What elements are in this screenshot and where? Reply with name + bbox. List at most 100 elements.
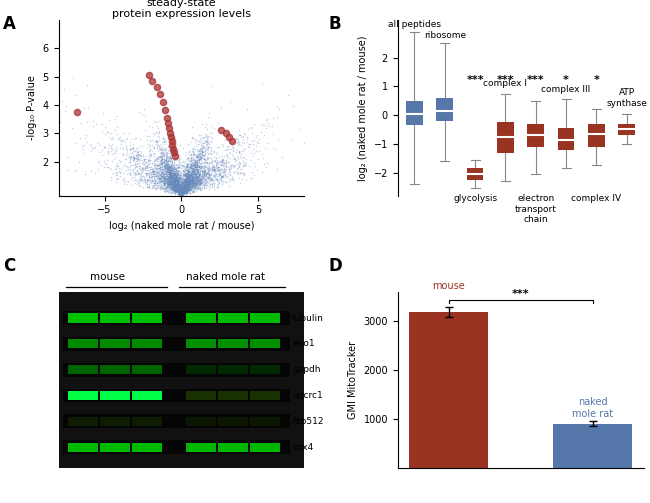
Point bbox=[170, 171, 180, 179]
Point bbox=[192, 166, 202, 174]
Point bbox=[167, 171, 177, 179]
Point bbox=[155, 145, 165, 153]
Point bbox=[186, 167, 196, 175]
Point bbox=[233, 171, 243, 179]
Point bbox=[149, 160, 159, 168]
Point bbox=[168, 170, 178, 178]
Point bbox=[228, 143, 239, 151]
Point bbox=[162, 183, 172, 191]
Point bbox=[185, 172, 195, 180]
Point bbox=[215, 176, 226, 184]
Point bbox=[206, 146, 216, 154]
Point bbox=[199, 169, 209, 177]
Point bbox=[174, 189, 185, 197]
Point bbox=[185, 169, 196, 177]
Point bbox=[166, 166, 176, 174]
Point bbox=[164, 167, 175, 176]
Point bbox=[185, 179, 195, 187]
Point bbox=[197, 167, 207, 176]
Bar bbox=[132, 313, 162, 322]
Point bbox=[181, 148, 191, 156]
Point bbox=[165, 171, 176, 179]
Point bbox=[188, 188, 198, 196]
Point bbox=[180, 187, 190, 195]
Point bbox=[175, 182, 185, 190]
Point bbox=[170, 143, 181, 151]
Point bbox=[194, 179, 205, 187]
Point bbox=[178, 190, 188, 198]
Point bbox=[207, 179, 217, 187]
Point bbox=[160, 171, 170, 179]
Point bbox=[160, 161, 170, 170]
Point bbox=[165, 177, 176, 185]
Point bbox=[182, 177, 192, 185]
Point bbox=[117, 143, 127, 151]
Point bbox=[155, 186, 166, 194]
Point bbox=[211, 170, 222, 178]
Point bbox=[174, 187, 184, 195]
Point bbox=[227, 139, 238, 147]
Point bbox=[161, 172, 172, 180]
Point bbox=[182, 163, 192, 171]
Point bbox=[199, 185, 209, 193]
Point bbox=[172, 169, 182, 177]
Point bbox=[135, 182, 145, 190]
Point bbox=[145, 145, 155, 153]
Point bbox=[190, 163, 200, 171]
Point bbox=[185, 176, 196, 184]
Point bbox=[151, 128, 161, 136]
Point bbox=[179, 186, 189, 194]
Point bbox=[130, 179, 140, 187]
Point bbox=[148, 177, 159, 185]
Point bbox=[170, 183, 180, 191]
Point bbox=[190, 174, 201, 182]
Point bbox=[191, 162, 202, 171]
Point bbox=[171, 178, 181, 186]
Point bbox=[176, 190, 187, 198]
Point bbox=[183, 177, 193, 185]
Point bbox=[235, 141, 246, 149]
Point bbox=[188, 176, 198, 184]
Point bbox=[172, 175, 183, 183]
Point bbox=[103, 133, 114, 141]
Point bbox=[211, 172, 222, 180]
Point bbox=[166, 183, 177, 191]
Text: mouse: mouse bbox=[90, 272, 125, 282]
Point bbox=[170, 172, 181, 180]
Point bbox=[147, 176, 157, 184]
Point bbox=[226, 139, 236, 147]
Point bbox=[206, 175, 216, 183]
Point bbox=[172, 183, 183, 191]
Point bbox=[170, 184, 181, 192]
Point bbox=[153, 168, 164, 176]
Point bbox=[187, 172, 197, 180]
Point bbox=[173, 182, 183, 190]
Point bbox=[155, 177, 165, 185]
Point bbox=[181, 187, 192, 195]
Point bbox=[176, 187, 186, 195]
Point bbox=[181, 178, 192, 186]
Point bbox=[212, 184, 222, 192]
Point bbox=[146, 169, 156, 177]
Point bbox=[144, 184, 155, 192]
Point bbox=[153, 170, 164, 178]
Point bbox=[195, 162, 205, 170]
Point bbox=[156, 178, 166, 186]
Point bbox=[166, 175, 176, 183]
Point bbox=[157, 165, 168, 173]
Point bbox=[176, 188, 186, 196]
Point bbox=[187, 178, 197, 186]
Point bbox=[186, 185, 196, 193]
Point bbox=[162, 180, 172, 188]
Point bbox=[172, 180, 182, 188]
Point bbox=[215, 165, 226, 174]
Point bbox=[153, 171, 164, 179]
Point bbox=[226, 175, 237, 183]
Bar bbox=[68, 443, 98, 452]
Point bbox=[150, 184, 161, 192]
Point bbox=[155, 178, 166, 186]
Point bbox=[169, 176, 179, 184]
Point bbox=[125, 161, 136, 169]
Point bbox=[158, 177, 168, 185]
Point bbox=[174, 190, 184, 198]
